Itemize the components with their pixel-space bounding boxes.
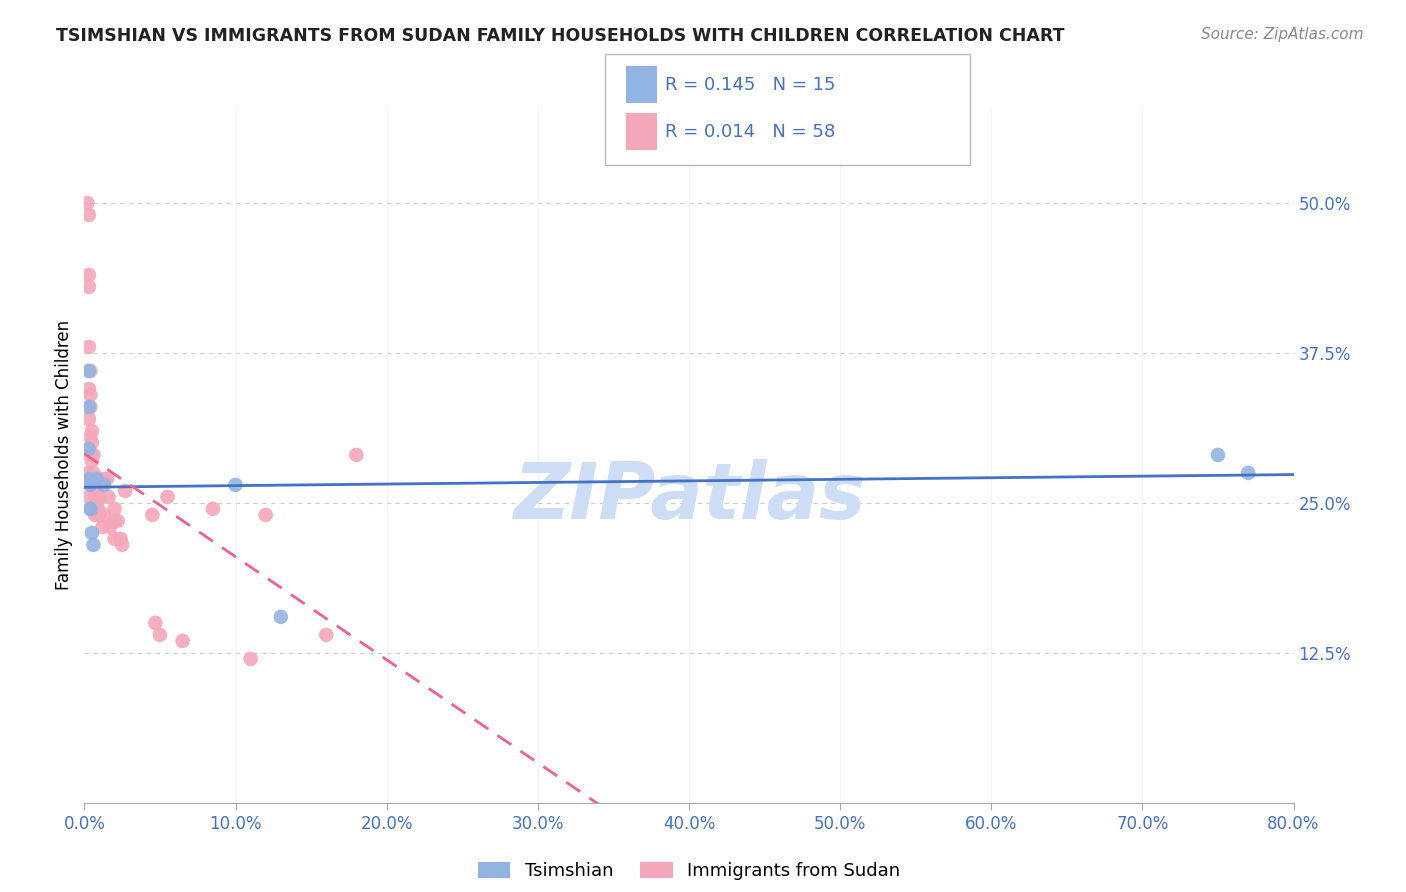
Point — [346, 448, 368, 462]
Point — [80, 454, 103, 468]
Point — [91, 520, 114, 534]
Text: R = 0.145   N = 15: R = 0.145 N = 15 — [665, 76, 835, 94]
Point — [82, 448, 104, 462]
Point — [89, 490, 111, 504]
Point — [86, 502, 108, 516]
Point — [87, 508, 110, 522]
Point — [77, 412, 100, 426]
Point — [77, 382, 100, 396]
Point — [79, 448, 101, 462]
Point — [225, 478, 247, 492]
Text: TSIMSHIAN VS IMMIGRANTS FROM SUDAN FAMILY HOUSEHOLDS WITH CHILDREN CORRELATION C: TSIMSHIAN VS IMMIGRANTS FROM SUDAN FAMIL… — [56, 27, 1064, 45]
Point — [87, 490, 110, 504]
Point — [97, 490, 120, 504]
Point — [114, 483, 136, 498]
Point — [79, 388, 101, 402]
Point — [79, 430, 101, 444]
Point — [96, 472, 118, 486]
Point — [89, 478, 111, 492]
Point — [98, 520, 121, 534]
Point — [111, 538, 134, 552]
Point — [172, 633, 194, 648]
Point — [107, 514, 129, 528]
Point — [79, 364, 101, 378]
Point — [104, 532, 127, 546]
Point — [82, 466, 104, 480]
Point — [145, 615, 167, 630]
Point — [79, 478, 101, 492]
Point — [79, 502, 101, 516]
Point — [141, 508, 163, 522]
Point — [77, 490, 100, 504]
Point — [1206, 448, 1229, 462]
Point — [93, 472, 115, 486]
Point — [80, 448, 103, 462]
Point — [77, 208, 100, 222]
Point — [149, 628, 172, 642]
Text: ZIPatlas: ZIPatlas — [513, 458, 865, 534]
Text: Source: ZipAtlas.com: Source: ZipAtlas.com — [1201, 27, 1364, 42]
Point — [84, 478, 107, 492]
Point — [104, 514, 127, 528]
Point — [87, 502, 110, 516]
Point — [82, 538, 104, 552]
Point — [80, 472, 103, 486]
Point — [77, 280, 100, 294]
Point — [79, 502, 101, 516]
Point — [77, 472, 100, 486]
Point — [93, 478, 115, 492]
Legend: Tsimshian, Immigrants from Sudan: Tsimshian, Immigrants from Sudan — [471, 855, 907, 888]
Point — [77, 364, 100, 378]
Y-axis label: Family Households with Children: Family Households with Children — [55, 320, 73, 590]
Point — [84, 508, 107, 522]
Point — [254, 508, 277, 522]
Point — [201, 502, 224, 516]
Point — [1237, 466, 1260, 480]
Point — [270, 610, 292, 624]
Point — [93, 508, 115, 522]
Point — [80, 525, 103, 540]
Point — [77, 442, 100, 456]
Point — [89, 508, 111, 522]
Point — [79, 400, 101, 414]
Point — [77, 466, 100, 480]
Text: R = 0.014   N = 58: R = 0.014 N = 58 — [665, 123, 835, 141]
Point — [104, 502, 127, 516]
Point — [86, 483, 108, 498]
Point — [86, 472, 108, 486]
Point — [84, 490, 107, 504]
Point — [239, 652, 262, 666]
Point — [76, 196, 98, 211]
Point — [315, 628, 337, 642]
Point — [89, 472, 111, 486]
Point — [80, 424, 103, 438]
Point — [77, 400, 100, 414]
Point — [80, 436, 103, 450]
Point — [77, 268, 100, 282]
Point — [82, 478, 104, 492]
Point — [110, 532, 132, 546]
Point — [77, 340, 100, 354]
Point — [156, 490, 179, 504]
Point — [86, 496, 108, 510]
